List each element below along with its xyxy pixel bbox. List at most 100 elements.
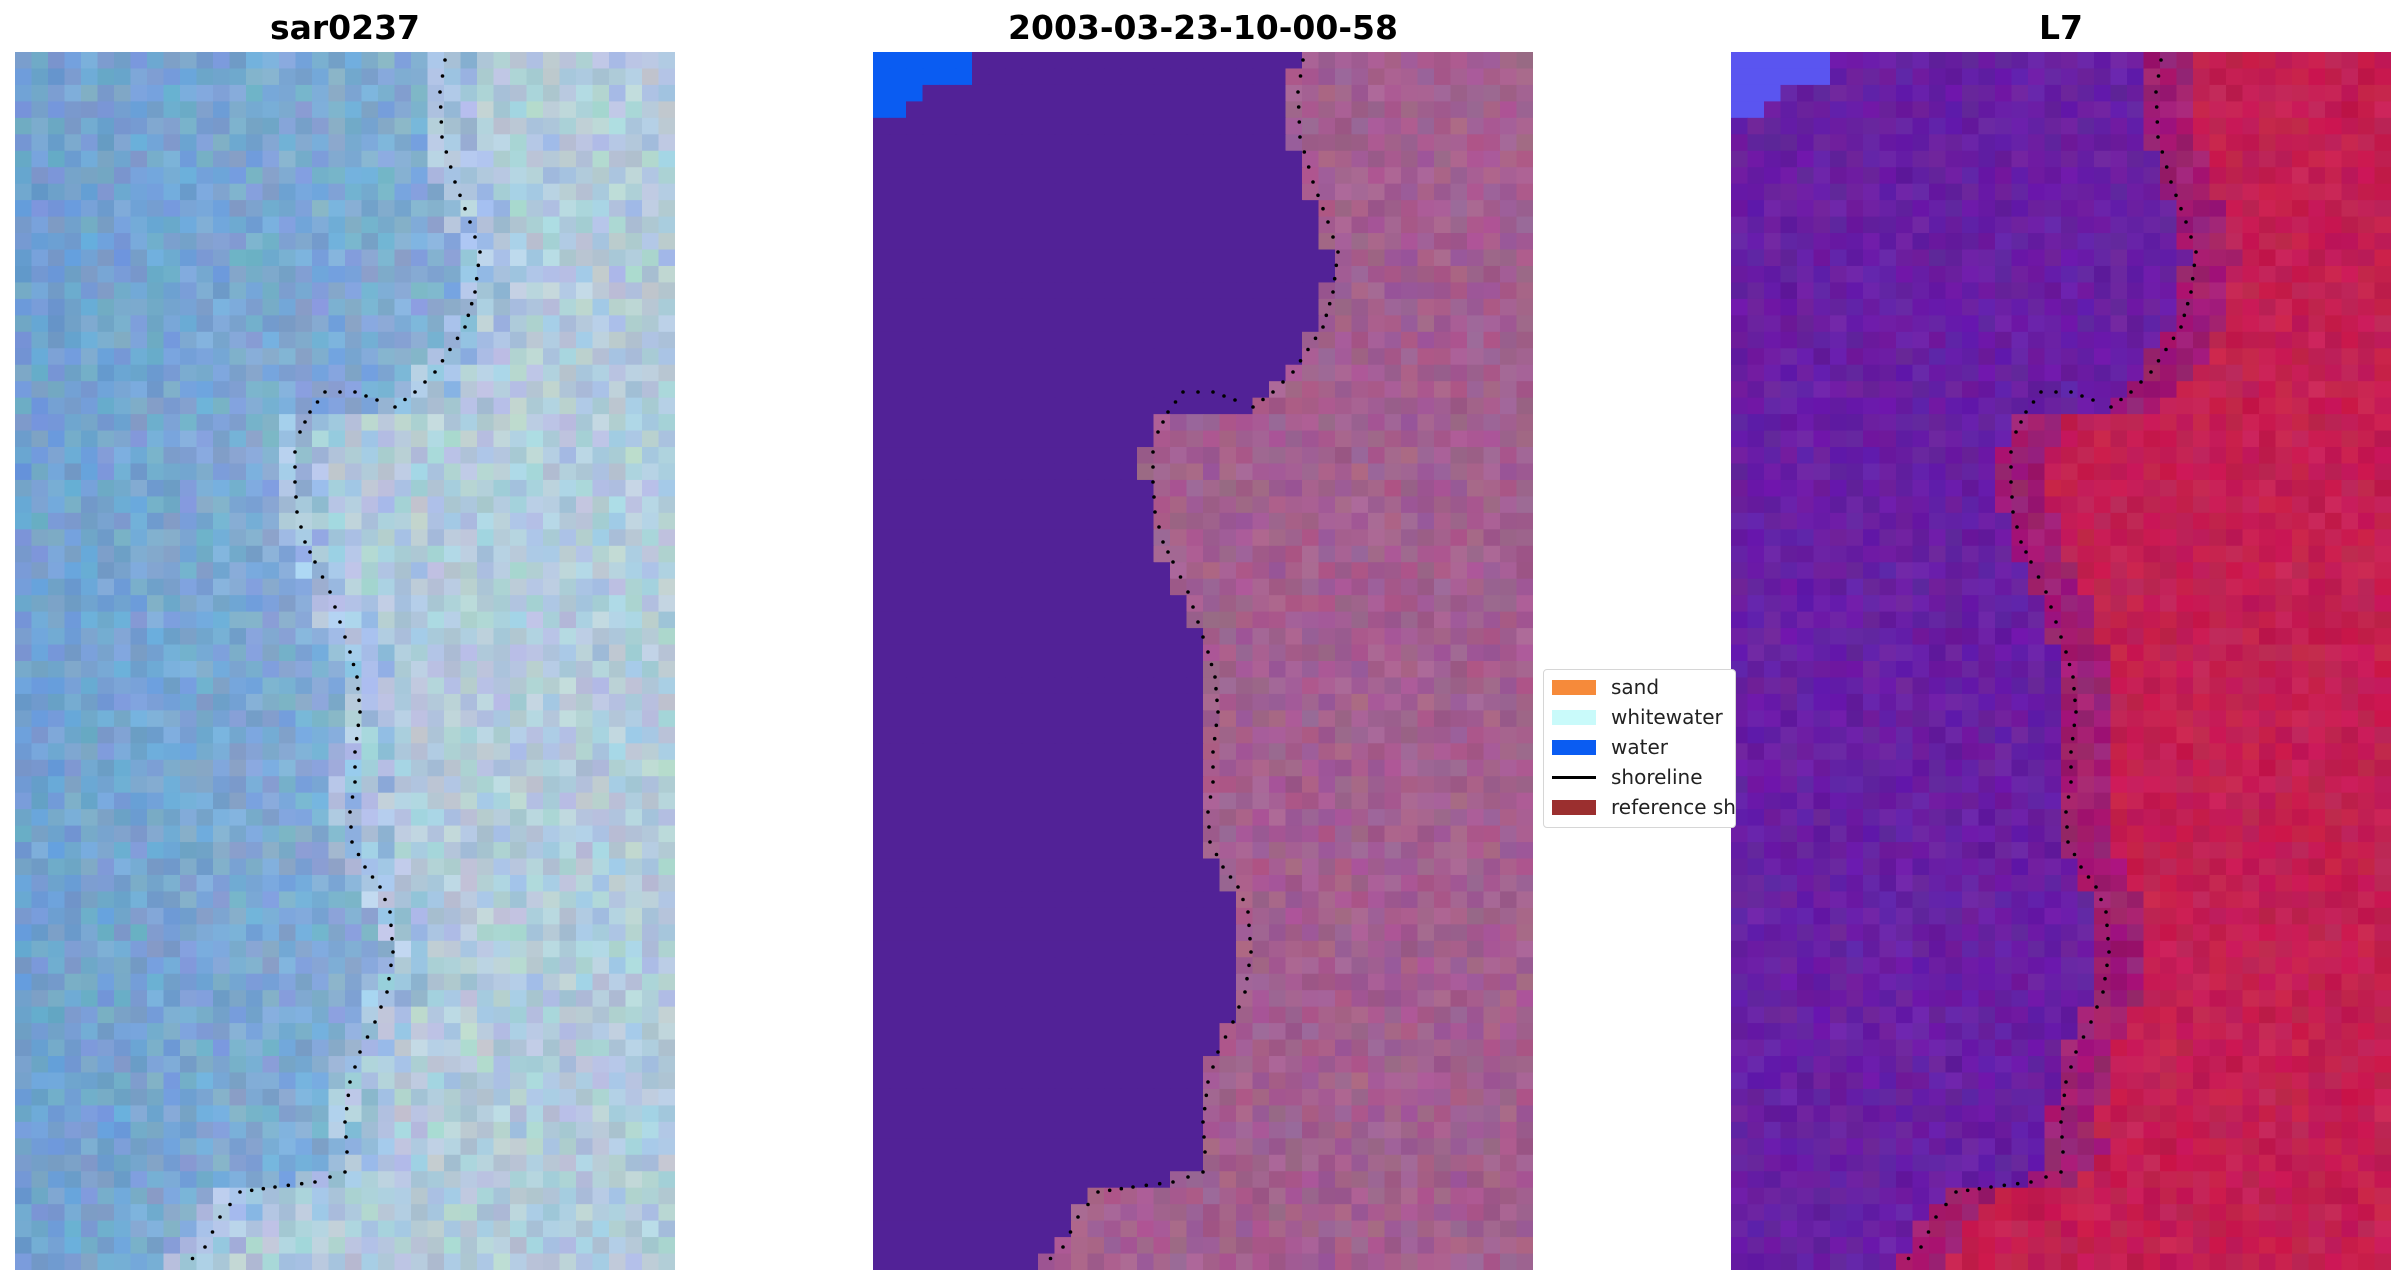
image-pixel <box>1104 151 1121 168</box>
image-pixel <box>114 414 131 431</box>
image-pixel <box>1286 645 1303 662</box>
image-pixel <box>1137 447 1154 464</box>
image-pixel <box>1022 134 1039 151</box>
image-pixel <box>890 233 907 250</box>
image-pixel <box>494 513 511 530</box>
image-pixel <box>543 1155 560 1172</box>
image-pixel <box>131 891 148 908</box>
image-pixel <box>362 661 379 678</box>
image-pixel <box>626 447 643 464</box>
image-pixel <box>428 184 445 201</box>
image-pixel <box>164 990 181 1007</box>
image-pixel <box>1352 68 1369 85</box>
image-pixel <box>626 1089 643 1106</box>
image-pixel <box>345 447 362 464</box>
image-pixel <box>213 299 230 316</box>
image-pixel <box>527 513 544 530</box>
image-pixel <box>1401 217 1418 234</box>
image-pixel <box>593 941 610 958</box>
image-pixel <box>15 645 32 662</box>
image-pixel <box>1401 348 1418 365</box>
image-pixel <box>1187 431 1204 448</box>
image-pixel <box>1121 266 1138 283</box>
image-pixel <box>1253 381 1270 398</box>
image-pixel <box>1038 579 1055 596</box>
image-pixel <box>147 266 164 283</box>
image-pixel <box>461 924 478 941</box>
image-pixel <box>65 612 82 629</box>
image-pixel <box>1104 52 1121 69</box>
image-pixel <box>972 513 989 530</box>
image-pixel <box>593 974 610 991</box>
image-pixel <box>576 645 593 662</box>
image-pixel <box>527 595 544 612</box>
image-pixel <box>230 85 247 102</box>
image-pixel <box>1055 167 1072 184</box>
image-pixel <box>1500 595 1517 612</box>
image-pixel <box>1467 200 1484 217</box>
image-pixel <box>246 315 263 332</box>
image-pixel <box>1269 612 1286 629</box>
image-pixel <box>444 496 461 513</box>
image-pixel <box>1137 315 1154 332</box>
image-pixel <box>81 447 98 464</box>
image-pixel <box>15 332 32 349</box>
image-pixel <box>411 1040 428 1057</box>
image-pixel <box>48 595 65 612</box>
image-pixel <box>131 431 148 448</box>
image-pixel <box>1269 628 1286 645</box>
image-pixel <box>543 447 560 464</box>
image-pixel <box>1500 727 1517 744</box>
image-pixel <box>1418 463 1435 480</box>
image-pixel <box>1385 546 1402 563</box>
image-pixel <box>461 1171 478 1188</box>
image-pixel <box>65 661 82 678</box>
image-pixel <box>312 282 329 299</box>
image-pixel <box>411 1171 428 1188</box>
image-pixel <box>147 546 164 563</box>
image-pixel <box>1401 694 1418 711</box>
image-pixel <box>576 1089 593 1106</box>
image-pixel <box>197 1040 214 1057</box>
image-pixel <box>246 431 263 448</box>
image-pixel <box>1335 134 1352 151</box>
image-pixel <box>1401 645 1418 662</box>
image-pixel <box>560 1221 577 1238</box>
image-pixel <box>296 332 313 349</box>
image-pixel <box>180 1122 197 1139</box>
image-pixel <box>378 661 395 678</box>
image-pixel <box>296 1138 313 1155</box>
image-pixel <box>329 233 346 250</box>
image-pixel <box>395 463 412 480</box>
image-pixel <box>32 1138 49 1155</box>
image-pixel <box>1451 628 1468 645</box>
image-pixel <box>48 85 65 102</box>
image-pixel <box>246 1171 263 1188</box>
image-pixel <box>1517 282 1534 299</box>
image-pixel <box>197 1138 214 1155</box>
image-pixel <box>593 431 610 448</box>
image-pixel <box>1335 809 1352 826</box>
image-pixel <box>1236 760 1253 777</box>
image-pixel <box>197 266 214 283</box>
image-pixel <box>81 710 98 727</box>
image-pixel <box>1236 776 1253 793</box>
image-pixel <box>1302 694 1319 711</box>
image-pixel <box>1517 315 1534 332</box>
image-pixel <box>560 957 577 974</box>
image-pixel <box>48 1254 65 1270</box>
image-pixel <box>1220 496 1237 513</box>
image-pixel <box>180 1007 197 1024</box>
image-pixel <box>939 710 956 727</box>
image-pixel <box>213 414 230 431</box>
image-pixel <box>1302 809 1319 826</box>
image-pixel <box>972 595 989 612</box>
image-pixel <box>1088 134 1105 151</box>
image-pixel <box>1451 85 1468 102</box>
image-pixel <box>659 1056 676 1073</box>
image-pixel <box>1434 282 1451 299</box>
image-pixel <box>444 398 461 415</box>
image-pixel <box>1418 299 1435 316</box>
image-pixel <box>626 431 643 448</box>
image-pixel <box>48 1007 65 1024</box>
